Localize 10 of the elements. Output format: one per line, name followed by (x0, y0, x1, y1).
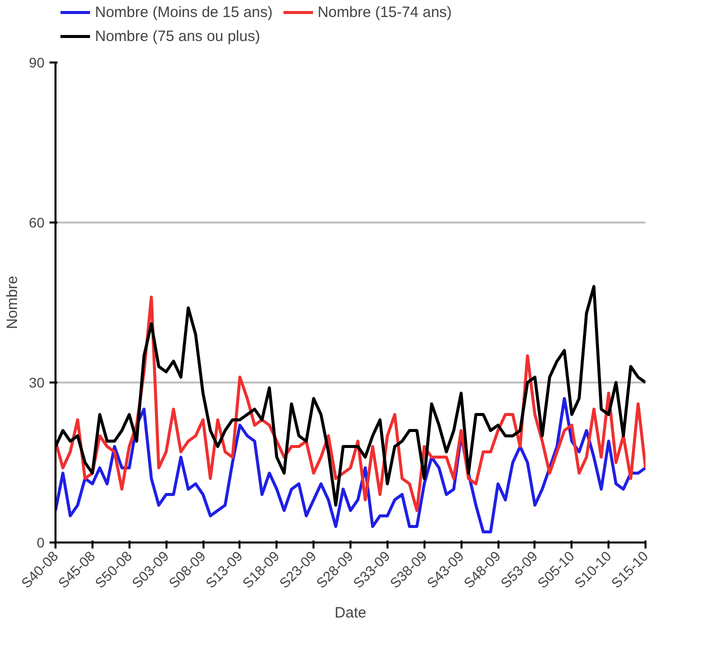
legend-label: Nombre (Moins de 15 ans) (95, 4, 273, 20)
x-axis-title: Date (334, 604, 366, 622)
legend-label: Nombre (15-74 ans) (318, 4, 452, 20)
y-tick-label: 90 (28, 54, 45, 70)
y-tick-label: 60 (28, 214, 45, 230)
y-tick-label: 0 (36, 534, 45, 550)
line-series (56, 397, 646, 534)
legend-label: Nombre (75 ans ou plus) (95, 28, 260, 44)
y-tick-label: 30 (28, 374, 45, 390)
y-axis-title: Nombre (4, 276, 21, 330)
